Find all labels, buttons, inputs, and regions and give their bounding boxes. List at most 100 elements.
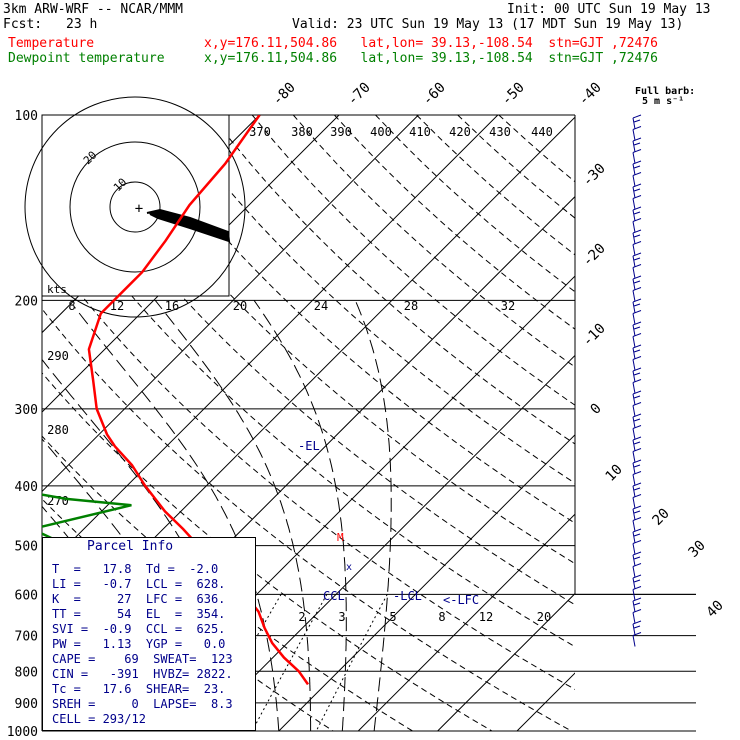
level-annotation: -EL <box>298 439 320 453</box>
wind-barb-feather <box>633 188 641 192</box>
wind-barb-feather <box>632 287 642 291</box>
wind-barb-staff <box>632 554 636 567</box>
isotherm <box>199 354 575 731</box>
wind-barb-staff <box>632 359 636 371</box>
wind-barb-feather <box>633 510 641 514</box>
wind-barb <box>632 551 642 567</box>
isotherm <box>42 115 419 493</box>
wind-barb-staff <box>632 255 636 268</box>
isotherm <box>357 513 575 731</box>
theta-label: 390 <box>330 125 352 139</box>
wind-barb-feather <box>632 528 642 533</box>
wind-barb-feather <box>632 448 642 452</box>
mixing-ratio-label: 2 <box>298 610 305 624</box>
wind-barb <box>632 528 642 544</box>
parcel-row: CIN = -391 HVBZ= 2822. <box>52 667 233 681</box>
parcel-marker: M <box>337 531 344 544</box>
theta-label: 370 <box>249 125 271 139</box>
pressure-tick-label: 700 <box>15 630 38 645</box>
wind-barb-staff <box>632 324 636 337</box>
wind-barb <box>632 275 642 291</box>
pressure-tick-label: 500 <box>15 540 38 555</box>
hodograph-speed-label: 20 <box>233 299 247 313</box>
wind-barb-feather <box>633 165 641 169</box>
wind-barb-feather <box>633 487 641 491</box>
hodograph-ring <box>24 96 246 318</box>
wind-barb <box>632 471 642 486</box>
isotherm-label: -40 <box>576 80 605 109</box>
level-annotation: <-LFC <box>443 593 479 607</box>
wind-barb <box>632 229 642 245</box>
wind-barb-feather <box>632 379 642 383</box>
wind-barb-staff <box>632 566 636 578</box>
wind-barb-feather <box>632 471 642 475</box>
wind-barb <box>632 195 642 210</box>
wind-barb-feather <box>632 264 642 268</box>
wind-barb <box>632 333 642 348</box>
dry-adiabat-label: 290 <box>47 349 69 363</box>
mixing-ratio-label: 20 <box>537 610 551 624</box>
wind-barb <box>632 287 642 302</box>
wind-barb-feather <box>632 413 642 418</box>
parcel-info-box <box>42 537 256 731</box>
wind-barb <box>632 218 642 233</box>
wind-barb-feather <box>632 160 642 165</box>
wind-barb-staff <box>632 140 636 153</box>
wind-barb <box>632 160 642 176</box>
wind-barb-feather <box>632 482 642 487</box>
wind-barb <box>632 609 642 624</box>
wind-barb-feather <box>632 425 642 429</box>
wind-barb-staff <box>632 382 636 394</box>
forecast-hour: 23 h <box>66 17 98 32</box>
wind-barb-staff <box>632 313 636 325</box>
dry-adiabat <box>128 115 575 524</box>
wind-barb-feather <box>632 505 642 510</box>
parcel-row: LI = -0.7 LCL = 628. <box>52 577 226 591</box>
wind-barb <box>632 494 642 509</box>
wind-barb <box>632 574 642 590</box>
wind-barb-staff <box>632 623 636 636</box>
wind-barb-feather <box>632 459 642 464</box>
wind-barb-feather <box>633 418 641 422</box>
wind-barb <box>632 149 642 164</box>
parcel-row: Tc = 17.6 SHEAR= 23. <box>52 682 226 696</box>
parcel-row: PW = 1.13 YGP = 0.0 <box>52 637 226 651</box>
level-annotation: CCL <box>323 589 345 603</box>
wind-barb-feather <box>632 206 642 211</box>
wind-barb <box>632 620 642 636</box>
wind-barb-feather <box>633 533 641 537</box>
wind-barb-feather <box>632 609 642 613</box>
hodograph-frame <box>41 114 230 297</box>
wind-barb-feather <box>632 517 642 521</box>
wind-barb-staff <box>632 175 636 187</box>
hodograph-ring <box>109 181 161 233</box>
wind-barb-staff <box>632 221 636 233</box>
pressure-tick-label: 200 <box>15 294 38 309</box>
wind-barb-feather <box>632 390 642 395</box>
wind-barb <box>632 459 642 475</box>
wind-barb-feather <box>633 326 641 330</box>
theta-label: 400 <box>370 125 392 139</box>
pressure-tick-label: 800 <box>15 665 38 680</box>
dry-adiabat <box>42 175 575 648</box>
legend-dewpoint-name: Dewpoint temperature <box>8 51 165 66</box>
wind-barb-staff <box>632 474 636 486</box>
wind-barb-staff <box>632 244 636 256</box>
wind-barb-staff <box>632 117 636 130</box>
parcel-row: K = 27 LFC = 636. <box>52 592 226 606</box>
mixing-ratio-label: 5 <box>389 610 396 624</box>
wind-barb <box>632 114 642 130</box>
wind-barb-staff <box>632 267 636 279</box>
wind-barb-feather <box>632 172 642 176</box>
wind-barb-feather <box>633 625 641 629</box>
theta-label: 410 <box>409 125 431 139</box>
wind-barb-staff <box>632 428 636 440</box>
wind-barb <box>632 505 642 521</box>
hodograph-ring <box>69 141 201 273</box>
dry-adiabat <box>210 115 575 445</box>
dry-adiabat <box>0 115 32 740</box>
wind-barb <box>632 206 642 222</box>
wind-barb-feather <box>632 298 642 303</box>
wind-barb-feather <box>632 321 642 326</box>
